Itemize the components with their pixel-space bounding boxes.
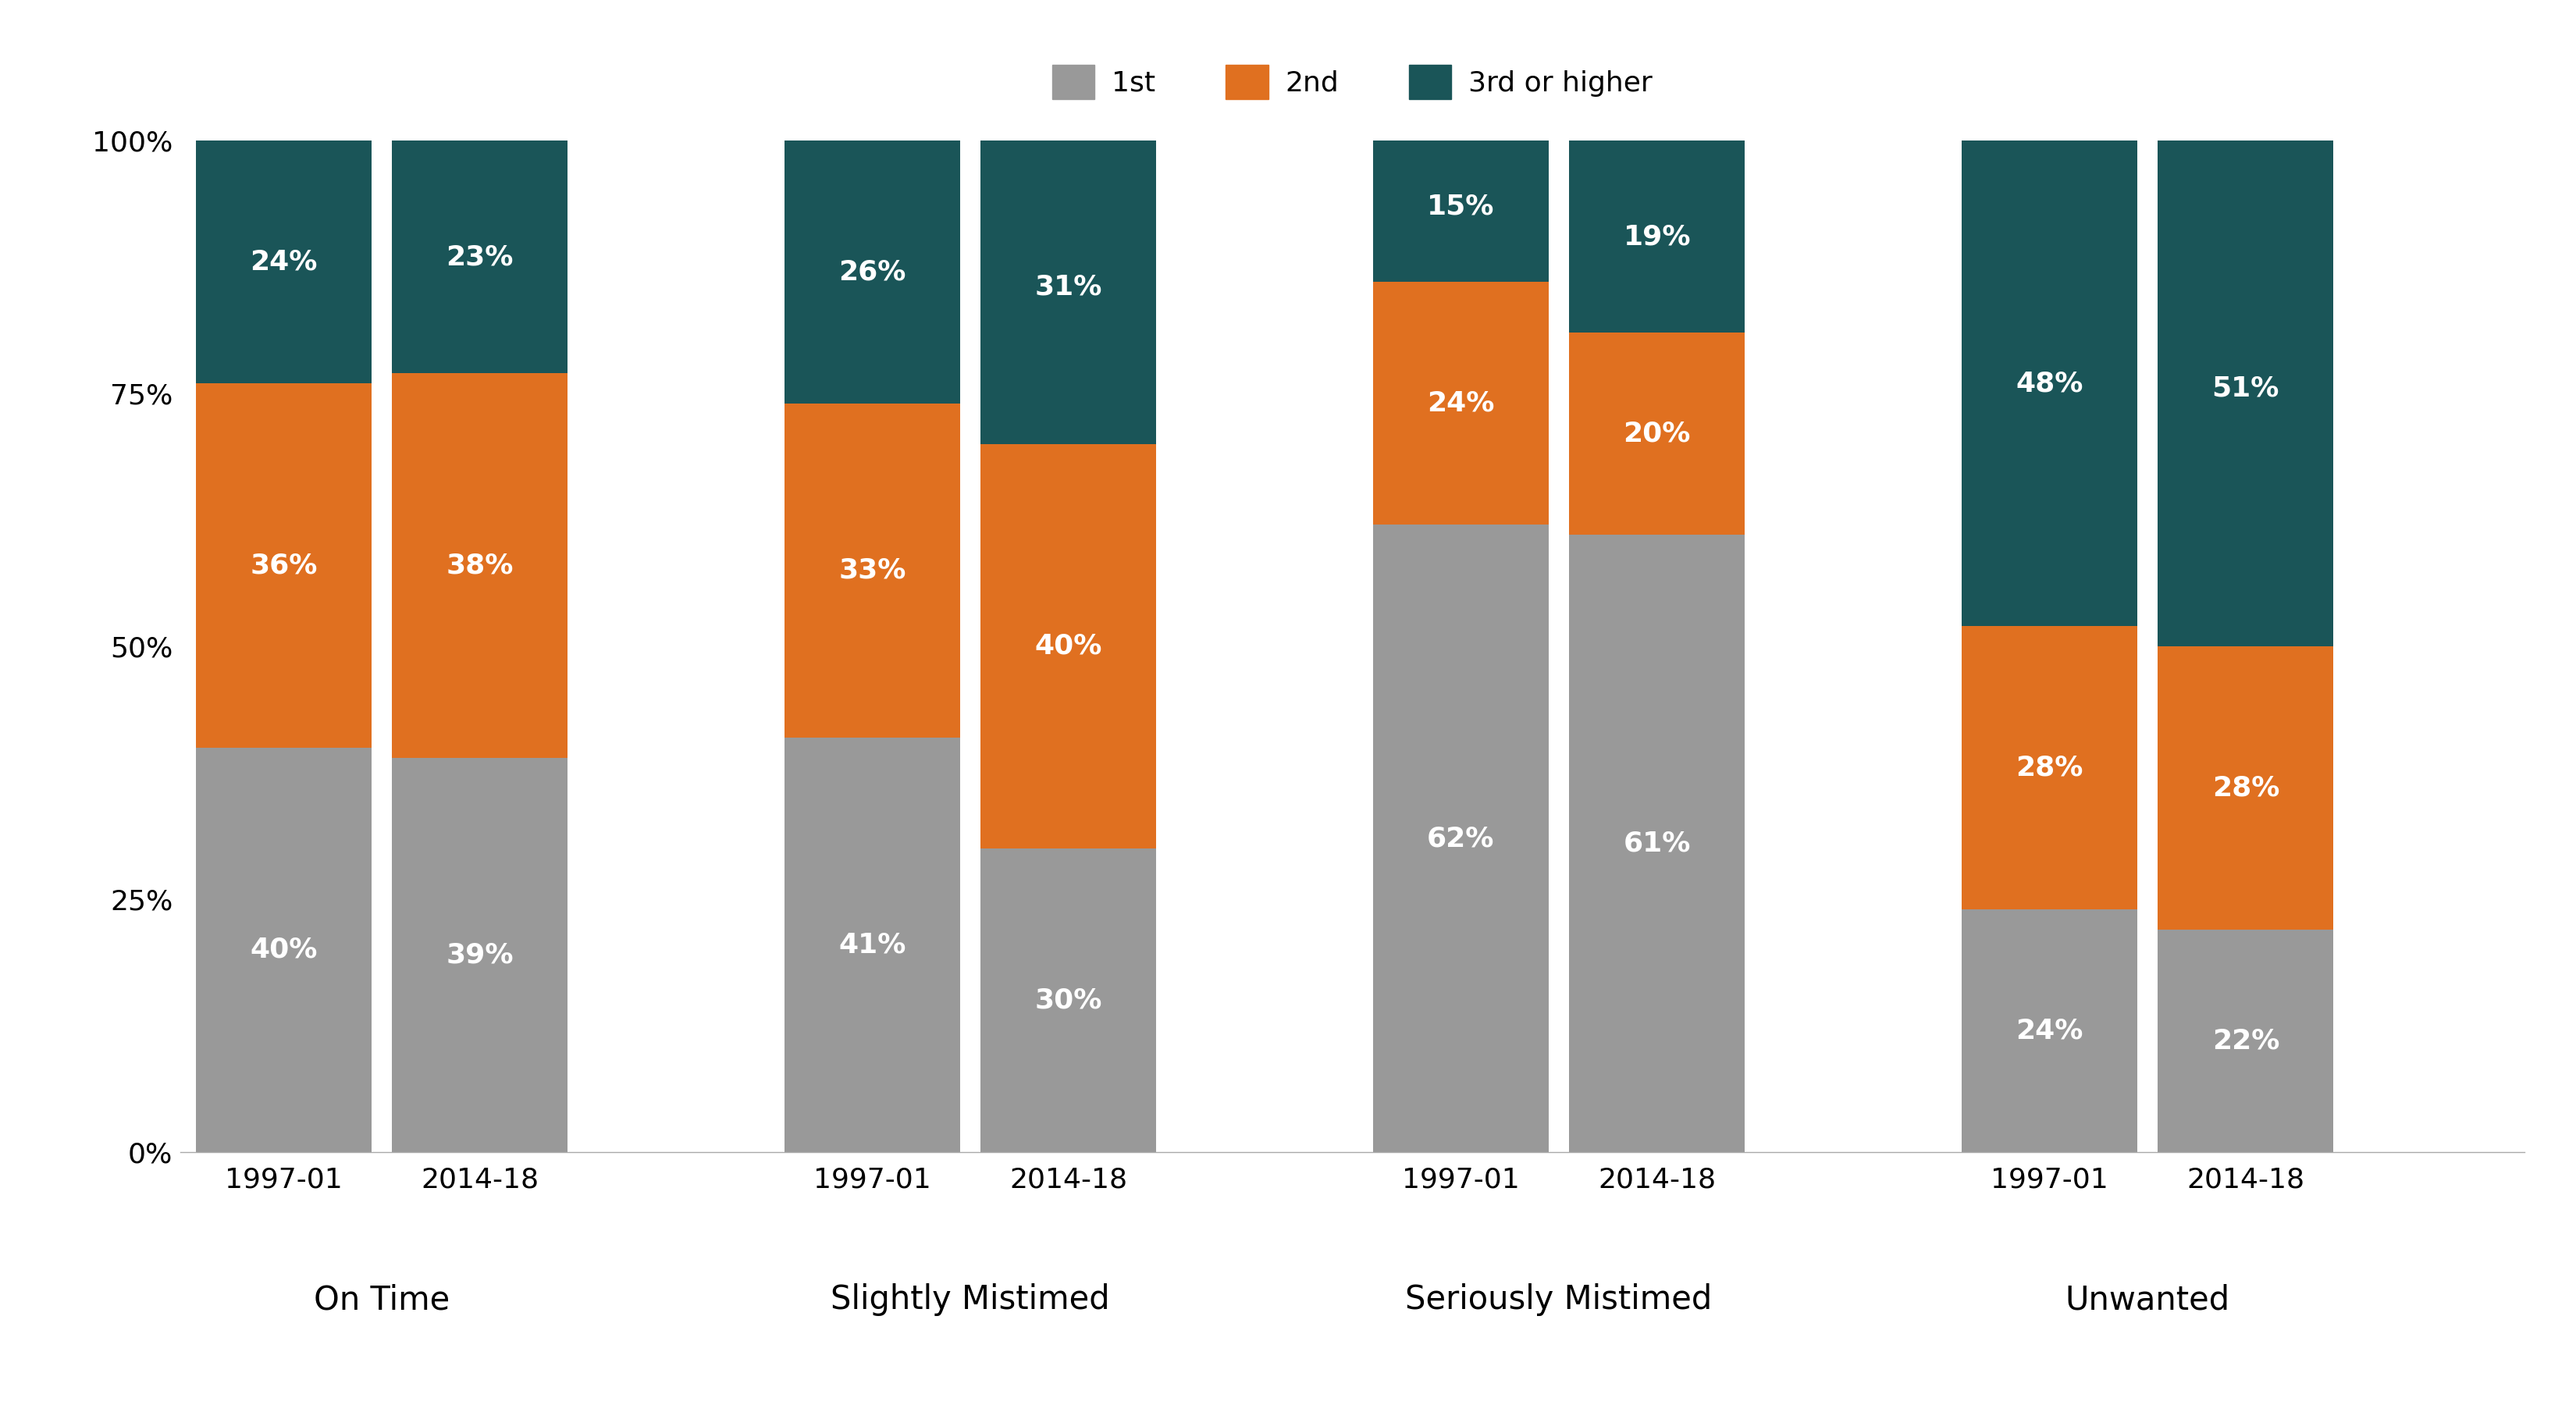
- Text: 40%: 40%: [250, 937, 317, 962]
- Bar: [1569, 140, 1744, 333]
- Bar: [786, 403, 961, 738]
- Text: 19%: 19%: [1623, 223, 1690, 250]
- Bar: [2159, 646, 2334, 930]
- Bar: [196, 747, 371, 1152]
- Bar: [392, 374, 567, 757]
- Text: 23%: 23%: [446, 243, 513, 270]
- Bar: [981, 849, 1157, 1152]
- Text: 31%: 31%: [1036, 274, 1103, 301]
- Bar: [2159, 930, 2334, 1152]
- Text: 61%: 61%: [1623, 830, 1690, 857]
- Text: 40%: 40%: [1036, 634, 1103, 659]
- Bar: [786, 140, 961, 403]
- Text: 38%: 38%: [446, 552, 513, 579]
- Bar: [1373, 282, 1548, 525]
- Legend: 1st, 2nd, 3rd or higher: 1st, 2nd, 3rd or higher: [1041, 53, 1664, 111]
- Text: 26%: 26%: [840, 259, 907, 285]
- Text: Slightly Mistimed: Slightly Mistimed: [829, 1284, 1110, 1316]
- Text: 62%: 62%: [1427, 825, 1494, 851]
- Text: 28%: 28%: [2213, 774, 2280, 801]
- Bar: [392, 757, 567, 1152]
- Text: Seriously Mistimed: Seriously Mistimed: [1406, 1284, 1713, 1316]
- Text: Unwanted: Unwanted: [2066, 1284, 2231, 1316]
- Text: 41%: 41%: [840, 932, 907, 958]
- Text: 24%: 24%: [2017, 1017, 2084, 1044]
- Text: 22%: 22%: [2213, 1027, 2280, 1054]
- Text: 24%: 24%: [250, 249, 317, 275]
- Bar: [981, 131, 1157, 444]
- Text: On Time: On Time: [314, 1284, 451, 1316]
- Bar: [2159, 131, 2334, 646]
- Text: 36%: 36%: [250, 552, 317, 579]
- Bar: [1963, 909, 2138, 1152]
- Text: 48%: 48%: [2017, 370, 2084, 396]
- Bar: [786, 738, 961, 1152]
- Text: 51%: 51%: [2213, 375, 2280, 402]
- Bar: [1373, 131, 1548, 282]
- Bar: [1963, 140, 2138, 627]
- Bar: [1569, 535, 1744, 1152]
- Bar: [392, 140, 567, 374]
- Bar: [1963, 627, 2138, 909]
- Bar: [981, 444, 1157, 849]
- Text: 33%: 33%: [840, 558, 907, 583]
- Bar: [196, 384, 371, 747]
- Text: 30%: 30%: [1036, 988, 1103, 1013]
- Text: 28%: 28%: [2017, 754, 2084, 781]
- Bar: [196, 140, 371, 384]
- Text: 15%: 15%: [1427, 192, 1494, 219]
- Text: 24%: 24%: [1427, 391, 1494, 417]
- Bar: [1569, 333, 1744, 535]
- Text: 39%: 39%: [446, 941, 513, 968]
- Text: 20%: 20%: [1623, 420, 1690, 447]
- Bar: [1373, 525, 1548, 1152]
